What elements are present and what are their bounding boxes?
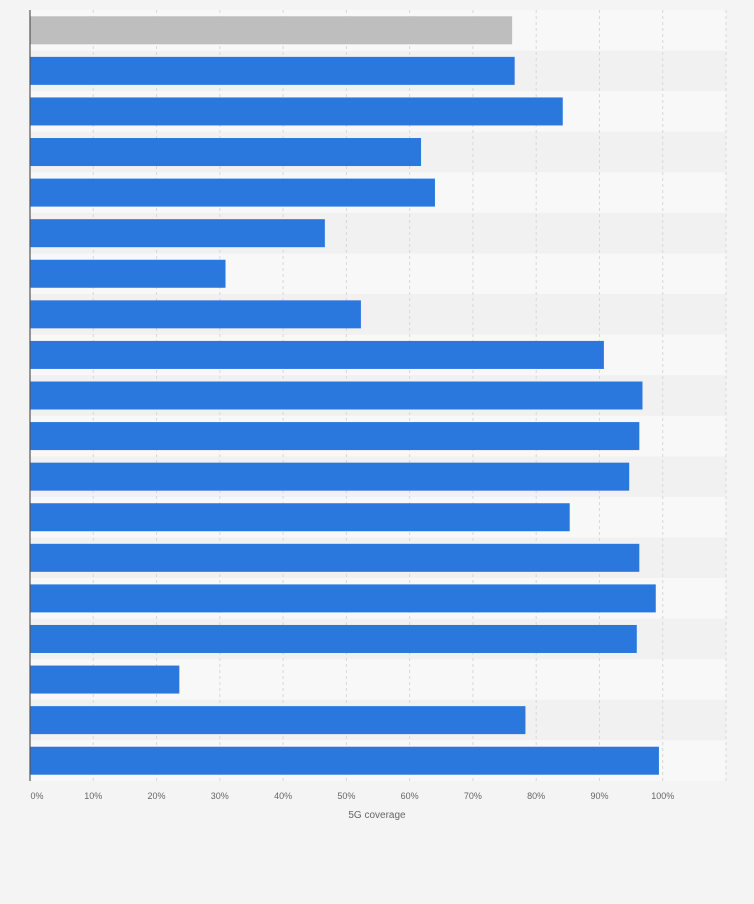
bar[interactable]: [30, 543, 640, 572]
bar[interactable]: [30, 503, 570, 532]
bar[interactable]: [30, 381, 643, 410]
x-tick-label: 50%: [337, 791, 355, 801]
x-tick-labels: 0% 10% 20% 30% 40% 50% 60% 70% 80% 90% 100%: [30, 791, 674, 801]
bar[interactable]: [30, 16, 513, 45]
bar[interactable]: [30, 462, 630, 491]
bar[interactable]: [30, 56, 515, 85]
bar[interactable]: [30, 746, 659, 775]
x-axis-title: 5G coverage: [348, 810, 406, 821]
bar[interactable]: [30, 624, 637, 653]
x-tick-label: 100%: [651, 791, 674, 801]
bar[interactable]: [30, 300, 361, 329]
x-tick-label: 80%: [527, 791, 545, 801]
x-tick-label: 30%: [211, 791, 229, 801]
x-tick-label: 40%: [274, 791, 292, 801]
x-tick-label: 0%: [30, 791, 43, 801]
bar[interactable]: [30, 422, 640, 451]
x-tick-label: 60%: [401, 791, 419, 801]
bars: [30, 16, 659, 775]
x-tick-label: 10%: [84, 791, 102, 801]
bar[interactable]: [30, 138, 422, 167]
bar[interactable]: [30, 178, 435, 207]
bar[interactable]: [30, 584, 656, 613]
bar[interactable]: [30, 665, 180, 694]
bar[interactable]: [30, 706, 526, 735]
x-tick-label: 70%: [464, 791, 482, 801]
bar[interactable]: [30, 97, 563, 126]
bar[interactable]: [30, 340, 604, 369]
bar[interactable]: [30, 259, 226, 288]
x-tick-label: 90%: [590, 791, 608, 801]
x-tick-label: 20%: [148, 791, 166, 801]
bar[interactable]: [30, 219, 325, 248]
